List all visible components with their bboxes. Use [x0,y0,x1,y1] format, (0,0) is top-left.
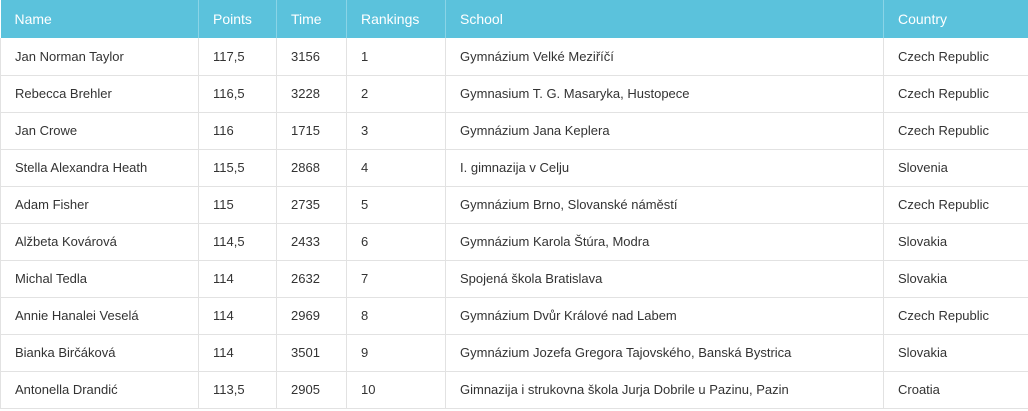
table-row: Bianka Birčáková 114 3501 9 Gymnázium Jo… [0,334,1028,372]
column-header-name[interactable]: Name [0,0,199,38]
cell-name: Michal Tedla [0,260,199,298]
cell-time: 2868 [276,149,347,187]
cell-name: Alžbeta Kovárová [0,223,199,261]
cell-country: Czech Republic [883,186,1028,224]
table-row: Annie Hanalei Veselá 114 2969 8 Gymnáziu… [0,297,1028,335]
cell-school: Gymnázium Jozefa Gregora Tajovského, Ban… [445,334,884,372]
column-header-time[interactable]: Time [276,0,347,38]
cell-time: 2905 [276,371,347,409]
cell-rank: 1 [346,38,446,76]
cell-time: 3156 [276,38,347,76]
cell-rank: 7 [346,260,446,298]
cell-country: Slovenia [883,149,1028,187]
cell-school: Gymnázium Jana Keplera [445,112,884,150]
table-row: Alžbeta Kovárová 114,5 2433 6 Gymnázium … [0,223,1028,261]
cell-rank: 5 [346,186,446,224]
cell-rank: 4 [346,149,446,187]
column-header-country[interactable]: Country [898,11,948,27]
cell-points: 114,5 [198,223,277,261]
cell-name: Bianka Birčáková [0,334,199,372]
cell-school: Gimnazija i strukovna škola Jurja Dobril… [445,371,884,409]
table-header: Name Points Time Rankings School Country [0,0,1028,38]
cell-school: Gymnasium T. G. Masaryka, Hustopece [445,75,884,113]
cell-points: 116,5 [198,75,277,113]
cell-time: 2632 [276,260,347,298]
cell-school: Spojená škola Bratislava [445,260,884,298]
cell-country: Slovakia [883,223,1028,261]
cell-points: 114 [198,260,277,298]
cell-rank: 3 [346,112,446,150]
cell-country: Croatia [883,371,1028,409]
cell-points: 113,5 [198,371,277,409]
cell-time: 2735 [276,186,347,224]
cell-rank: 2 [346,75,446,113]
table-row: Jan Norman Taylor 117,5 3156 1 Gymnázium… [0,38,1028,76]
cell-rank: 8 [346,297,446,335]
cell-country: Czech Republic [883,75,1028,113]
cell-name: Jan Crowe [0,112,199,150]
table-row: Rebecca Brehler 116,5 3228 2 Gymnasium T… [0,75,1028,113]
cell-name: Stella Alexandra Heath [0,149,199,187]
cell-time: 2969 [276,297,347,335]
table-row: Michal Tedla 114 2632 7 Spojená škola Br… [0,260,1028,298]
cell-points: 117,5 [198,38,277,76]
cell-school: Gymnázium Velké Meziříčí [445,38,884,76]
cell-country: Czech Republic [883,112,1028,150]
cell-points: 114 [198,334,277,372]
cell-time: 3228 [276,75,347,113]
cell-name: Jan Norman Taylor [0,38,199,76]
column-header-school[interactable]: School [445,0,884,38]
cell-points: 116 [198,112,277,150]
cell-time: 1715 [276,112,347,150]
cell-rank: 6 [346,223,446,261]
table-row: Stella Alexandra Heath 115,5 2868 4 I. g… [0,149,1028,187]
cell-time: 2433 [276,223,347,261]
cell-country: Czech Republic [883,38,1028,76]
cell-name: Annie Hanalei Veselá [0,297,199,335]
cell-country: Slovakia [883,334,1028,372]
table-row: Antonella Drandić 113,5 2905 10 Gimnazij… [0,371,1028,409]
cell-time: 3501 [276,334,347,372]
cell-points: 115,5 [198,149,277,187]
table-body: Jan Norman Taylor 117,5 3156 1 Gymnázium… [0,38,1028,409]
table-row: Jan Crowe 116 1715 3 Gymnázium Jana Kepl… [0,112,1028,150]
cell-school: Gymnázium Dvůr Králové nad Labem [445,297,884,335]
column-header-points[interactable]: Points [198,0,277,38]
cell-rank: 9 [346,334,446,372]
cell-school: Gymnázium Brno, Slovanské náměstí [445,186,884,224]
cell-points: 114 [198,297,277,335]
cell-points: 115 [198,186,277,224]
cell-country: Slovakia [883,260,1028,298]
table-row: Adam Fisher 115 2735 5 Gymnázium Brno, S… [0,186,1028,224]
cell-rank: 10 [346,371,446,409]
column-header-rankings[interactable]: Rankings [346,0,446,38]
cell-name: Rebecca Brehler [0,75,199,113]
cell-school: I. gimnazija v Celju [445,149,884,187]
header-row: Name Points Time Rankings School Country [0,0,1028,38]
cell-name: Adam Fisher [0,186,199,224]
cell-name: Antonella Drandić [0,371,199,409]
cell-school: Gymnázium Karola Štúra, Modra [445,223,884,261]
cell-country: Czech Republic [883,297,1028,335]
